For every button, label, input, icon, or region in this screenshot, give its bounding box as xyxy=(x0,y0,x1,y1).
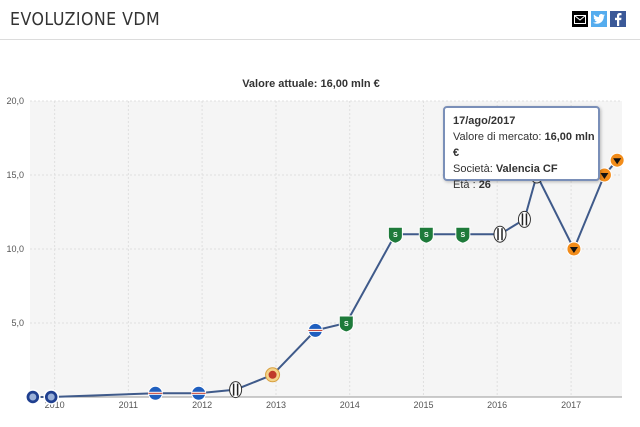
data-point xyxy=(25,389,41,405)
x-tick-label: 2011 xyxy=(119,400,138,410)
tooltip-age: 26 xyxy=(478,179,491,191)
tooltip-age-label: Età : xyxy=(453,179,476,191)
tooltip-club-row: Società: Valencia CF xyxy=(453,161,598,177)
data-point: S xyxy=(418,226,434,244)
facebook-icon[interactable] xyxy=(610,11,626,27)
club-badge-sassuolo xyxy=(418,226,434,244)
club-badge-sassuolo xyxy=(387,226,403,244)
data-point xyxy=(191,385,207,401)
data-point: S xyxy=(455,226,471,244)
twitter-icon[interactable] xyxy=(591,11,607,27)
tooltip-value-label: Valore di mercato: xyxy=(453,131,542,143)
x-tick-label: 2015 xyxy=(413,400,433,410)
market-value-chart: Valore attuale: 16,00 mln € 5,0 10,0 15,0 2… xyxy=(6,78,625,410)
badge-band xyxy=(191,392,206,394)
badge-bat xyxy=(613,158,622,165)
x-tick-label: 2010 xyxy=(45,400,65,410)
x-tick-label: 2012 xyxy=(192,400,212,410)
data-point xyxy=(493,225,507,243)
y-tick-label: 10,0 xyxy=(6,244,24,254)
tooltip-date: 17/ago/2017 xyxy=(453,115,516,127)
chart-title: Valore attuale: 16,00 mln € xyxy=(242,78,380,90)
header: EVOLUZIONE VDM xyxy=(0,0,640,40)
data-point xyxy=(147,385,163,401)
data-point: S xyxy=(387,226,403,244)
data-point xyxy=(517,210,531,228)
badge-band xyxy=(148,392,163,394)
data-point xyxy=(307,322,323,338)
tooltip-club: Valencia CF xyxy=(495,163,558,175)
tooltip: 17/ago/2017 Valore di mercato: 16,00 mln… xyxy=(443,106,600,191)
share-bar xyxy=(572,11,626,27)
club-badge-juventus xyxy=(493,225,507,243)
badge-core xyxy=(268,370,277,379)
badge-bat xyxy=(600,173,609,179)
badge-core xyxy=(29,393,37,401)
badge-letter: S xyxy=(424,232,429,239)
data-point xyxy=(265,367,281,383)
badge-band xyxy=(308,329,323,331)
x-tick-label: 2014 xyxy=(340,400,360,410)
data-point xyxy=(566,241,582,257)
club-badge-juventus xyxy=(517,210,531,228)
data-point xyxy=(43,389,59,405)
mail-icon[interactable] xyxy=(572,11,588,27)
badge-core xyxy=(47,393,55,401)
badge-letter: S xyxy=(461,232,466,239)
tooltip-value: 16,00 mln € xyxy=(453,131,595,159)
y-tick-label: 15,0 xyxy=(6,170,24,180)
badge-letter: S xyxy=(393,232,398,239)
club-badge-sassuolo xyxy=(338,315,354,333)
badge-bat xyxy=(569,247,578,253)
tooltip-value-row: Valore di mercato: 16,00 mln € xyxy=(453,129,598,161)
badge-letter: S xyxy=(344,321,349,328)
club-badge-juventus xyxy=(229,381,243,399)
y-tick-label: 5,0 xyxy=(11,318,24,328)
x-tick-label: 2016 xyxy=(487,400,507,410)
data-point xyxy=(229,381,243,399)
x-tick-label: 2013 xyxy=(266,400,286,410)
page-title: EVOLUZIONE VDM xyxy=(10,9,161,30)
tooltip-club-label: Società: xyxy=(453,163,493,175)
y-tick-label: 20,0 xyxy=(6,96,24,106)
data-point: S xyxy=(338,315,354,333)
data-point xyxy=(609,152,625,168)
club-badge-sassuolo xyxy=(455,226,471,244)
tooltip-age-row: Età : 26 xyxy=(453,177,598,193)
x-tick-label: 2017 xyxy=(561,400,581,410)
